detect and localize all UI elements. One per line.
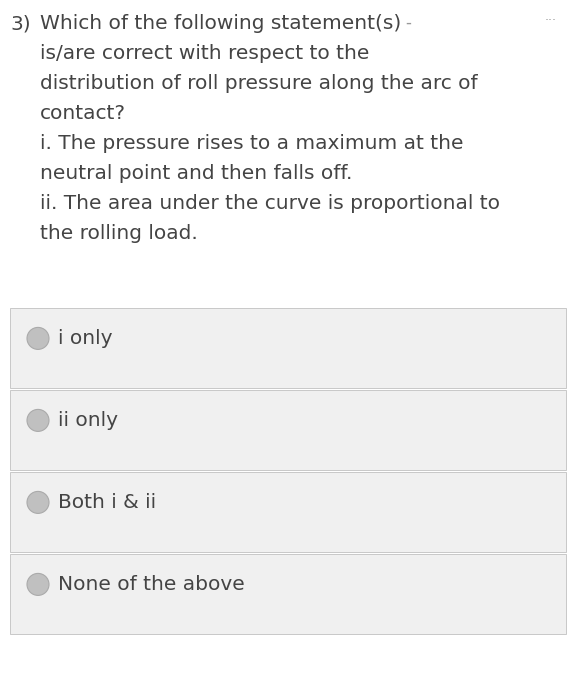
FancyBboxPatch shape	[10, 390, 566, 470]
Text: the rolling load.: the rolling load.	[40, 224, 198, 243]
Text: 3): 3)	[10, 14, 31, 33]
Text: i only: i only	[58, 329, 112, 348]
Circle shape	[27, 409, 49, 431]
Circle shape	[27, 491, 49, 513]
Text: None of the above: None of the above	[58, 575, 245, 594]
FancyBboxPatch shape	[10, 308, 566, 388]
Text: contact?: contact?	[40, 104, 126, 123]
Text: ···: ···	[545, 14, 557, 27]
Text: ii only: ii only	[58, 411, 118, 430]
Circle shape	[27, 573, 49, 595]
Text: neutral point and then falls off.: neutral point and then falls off.	[40, 164, 353, 183]
Circle shape	[27, 327, 49, 349]
Text: distribution of roll pressure along the arc of: distribution of roll pressure along the …	[40, 74, 478, 93]
Text: is/are correct with respect to the: is/are correct with respect to the	[40, 44, 369, 63]
Text: i. The pressure rises to a maximum at the: i. The pressure rises to a maximum at th…	[40, 134, 464, 153]
FancyBboxPatch shape	[10, 472, 566, 552]
Text: Both i & ii: Both i & ii	[58, 493, 156, 512]
Text: ii. The area under the curve is proportional to: ii. The area under the curve is proporti…	[40, 194, 500, 213]
Text: -: -	[405, 14, 411, 32]
FancyBboxPatch shape	[10, 554, 566, 634]
Text: Which of the following statement(s): Which of the following statement(s)	[40, 14, 401, 33]
